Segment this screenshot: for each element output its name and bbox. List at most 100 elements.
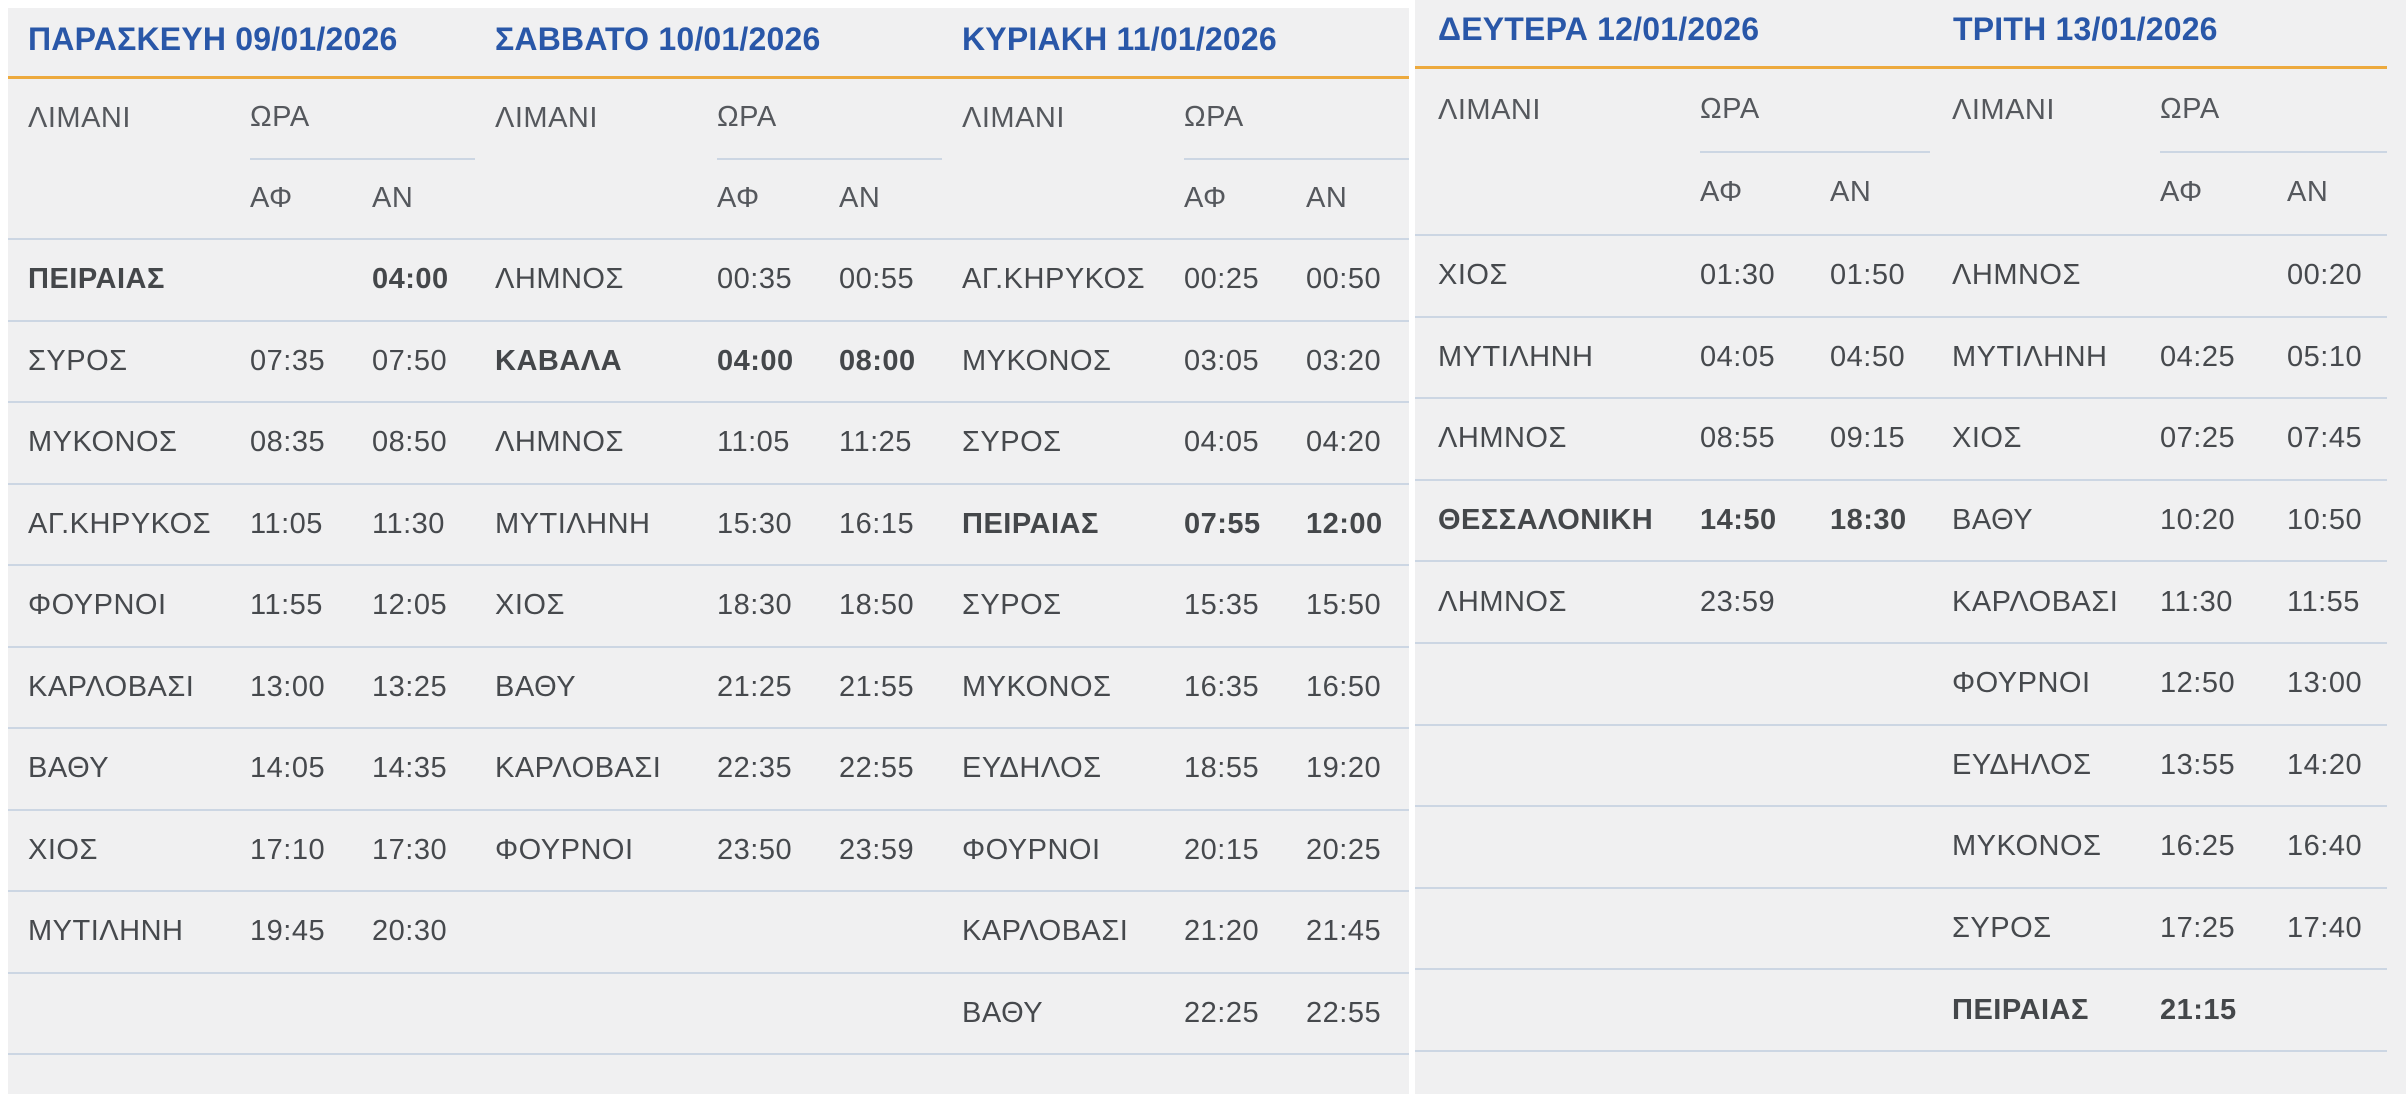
port-cell: ΜΥΤΙΛΗΝΗ [28, 915, 184, 948]
port-cell: ΚΑΒΑΛΑ [495, 344, 623, 377]
port-cell: ΣΥΡΟΣ [962, 426, 1062, 459]
departure-time: 11:55 [2287, 585, 2360, 618]
port-cell: ΚΑΡΛΟΒΑΣΙ [962, 915, 1129, 948]
time-header-span: ΩΡΑ [1700, 68, 1930, 153]
departure-time: 22:55 [1306, 996, 1382, 1029]
departure-time: 01:50 [1830, 259, 1906, 292]
day-title-row: ΣΑΒΒΑΤΟ 10/01/2026 [475, 8, 942, 76]
port-cell: ΜΥΚΟΝΟΣ [28, 426, 178, 459]
arrival-time: 18:55 [1184, 752, 1260, 785]
departure-time: 04:00 [372, 263, 449, 296]
day-panel: ΔΕΥΤΕΡΑ 12/01/2026 ΛΙΜΑΝΙ ΩΡΑ ΑΦ ΑΝ ΧΙΟΣ… [1415, 0, 1930, 1094]
arrival-time: 12:50 [2160, 667, 2236, 700]
arrival-time: 20:15 [1184, 833, 1260, 866]
header-row-2: ΑΦ ΑΝ [475, 159, 942, 239]
schedule-row [8, 974, 475, 1055]
day-title-row: ΚΥΡΙΑΚΗ 11/01/2026 [942, 8, 1409, 76]
schedule-row: ΜΥΚΟΝΟΣ 08:35 08:50 [8, 403, 475, 485]
departure-time: 19:20 [1306, 752, 1382, 785]
time-header: ΩΡΑ [250, 101, 310, 134]
schedule-group-left: ΠΑΡΑΣΚΕΥΗ 09/01/2026 ΛΙΜΑΝΙ ΩΡΑ ΑΦ ΑΝ ΠΕ… [8, 8, 1409, 1094]
port-cell: ΦΟΥΡΝΟΙ [962, 833, 1101, 866]
schedule-row: ΜΥΤΙΛΗΝΗ 04:05 04:50 [1415, 318, 1930, 400]
port-cell: ΛΗΜΝΟΣ [495, 426, 624, 459]
arrival-time: 22:25 [1184, 996, 1260, 1029]
schedule-row: ΛΗΜΝΟΣ 08:55 09:15 [1415, 399, 1930, 481]
port-cell: ΚΑΡΛΟΒΑΣΙ [1952, 585, 2119, 618]
departure-time: 11:30 [372, 507, 445, 540]
schedule-row [1415, 644, 1930, 726]
day-panel: ΚΥΡΙΑΚΗ 11/01/2026 ΛΙΜΑΝΙ ΩΡΑ ΑΦ ΑΝ ΑΓ.Κ… [942, 8, 1409, 1094]
arrival-time: 04:05 [1700, 340, 1776, 373]
header-rule [1930, 66, 2387, 69]
rows-container: ΑΓ.ΚΗΡΥΚΟΣ 00:25 00:50 ΜΥΚΟΝΟΣ 03:05 03:… [942, 240, 1409, 1055]
departure-header: ΑΝ [839, 181, 881, 214]
arrival-time: 11:05 [250, 507, 323, 540]
departure-time: 08:00 [839, 344, 916, 377]
time-header: ΩΡΑ [717, 101, 777, 134]
port-header: ΛΙΜΑΝΙ [28, 102, 131, 135]
schedule-row: ΑΓ.ΚΗΡΥΚΟΣ 00:25 00:50 [942, 240, 1409, 322]
port-cell: ΑΓ.ΚΗΡΥΚΟΣ [28, 507, 212, 540]
departure-time: 23:59 [839, 833, 915, 866]
port-header: ΛΙΜΑΝΙ [962, 102, 1065, 135]
port-header: ΛΙΜΑΝΙ [495, 102, 598, 135]
arrival-time: 17:25 [2160, 912, 2236, 945]
departure-time: 13:00 [2287, 667, 2363, 700]
schedule-row: ΘΕΣΣΑΛΟΝΙΚΗ 14:50 18:30 [1415, 481, 1930, 563]
schedule-row: ΣΥΡΟΣ 04:05 04:20 [942, 403, 1409, 485]
schedule-row: ΧΙΟΣ 07:25 07:45 [1930, 399, 2387, 481]
port-cell: ΒΑΘΥ [1952, 504, 2034, 537]
arrival-time: 11:55 [250, 589, 323, 622]
arrival-time: 16:25 [2160, 830, 2236, 863]
port-cell: ΜΥΚΟΝΟΣ [962, 344, 1112, 377]
departure-time: 14:35 [372, 752, 448, 785]
arrival-time: 07:35 [250, 344, 326, 377]
departure-time: 07:45 [2287, 422, 2363, 455]
schedule-row [475, 892, 942, 974]
port-cell: ΒΑΘΥ [495, 670, 577, 703]
port-cell: ΜΥΚΟΝΟΣ [962, 670, 1112, 703]
departure-time: 14:20 [2287, 748, 2363, 781]
port-cell: ΕΥΔΗΛΟΣ [962, 752, 1102, 785]
departure-time: 18:30 [1830, 504, 1907, 537]
port-cell: ΒΑΘΥ [962, 996, 1044, 1029]
arrival-header: ΑΦ [717, 181, 760, 214]
port-cell: ΛΗΜΝΟΣ [1438, 422, 1567, 455]
header-rule [475, 76, 942, 79]
departure-time: 16:40 [2287, 830, 2363, 863]
port-cell: ΣΥΡΟΣ [1952, 912, 2052, 945]
departure-time: 20:30 [372, 915, 448, 948]
schedule-row [1415, 970, 1930, 1052]
rows-container: ΧΙΟΣ 01:30 01:50 ΜΥΤΙΛΗΝΗ 04:05 04:50 ΛΗ… [1415, 236, 1930, 1052]
arrival-time: 07:55 [1184, 507, 1261, 540]
port-cell: ΚΑΡΛΟΒΑΣΙ [28, 670, 195, 703]
header-row-2: ΑΦ ΑΝ [8, 159, 475, 239]
header-rule [1415, 66, 1930, 69]
schedule-row [1415, 889, 1930, 971]
rows-container: ΠΕΙΡΑΙΑΣ 04:00 ΣΥΡΟΣ 07:35 07:50 ΜΥΚΟΝΟΣ… [8, 240, 475, 1055]
port-cell: ΦΟΥΡΝΟΙ [495, 833, 634, 866]
arrival-time: 08:55 [1700, 422, 1776, 455]
schedule-row: ΜΥΤΙΛΗΝΗ 04:25 05:10 [1930, 318, 2387, 400]
schedule-row: ΦΟΥΡΝΟΙ 20:15 20:25 [942, 811, 1409, 892]
arrival-time: 18:30 [717, 589, 793, 622]
departure-time: 16:50 [1306, 670, 1382, 703]
arrival-time: 00:25 [1184, 263, 1260, 296]
day-panel: ΠΑΡΑΣΚΕΥΗ 09/01/2026 ΛΙΜΑΝΙ ΩΡΑ ΑΦ ΑΝ ΠΕ… [8, 8, 475, 1094]
arrival-time: 04:05 [1184, 426, 1260, 459]
column-headers: ΛΙΜΑΝΙ ΩΡΑ ΑΦ ΑΝ [1930, 69, 2387, 236]
departure-header: ΑΝ [2287, 176, 2329, 209]
departure-time: 21:55 [839, 670, 915, 703]
departure-time: 10:50 [2287, 504, 2363, 537]
time-header-span: ΩΡΑ [2160, 68, 2387, 153]
day-title: ΣΑΒΒΑΤΟ 10/01/2026 [495, 21, 821, 57]
port-cell: ΧΙΟΣ [1438, 259, 1508, 292]
departure-time: 17:30 [372, 833, 448, 866]
schedule-row: ΦΟΥΡΝΟΙ 12:50 13:00 [1930, 644, 2387, 726]
departure-time: 18:50 [839, 589, 915, 622]
arrival-time: 07:25 [2160, 422, 2236, 455]
column-headers: ΛΙΜΑΝΙ ΩΡΑ ΑΦ ΑΝ [1415, 69, 1930, 236]
arrival-header: ΑΦ [2160, 176, 2203, 209]
schedule-row: ΧΙΟΣ 01:30 01:50 [1415, 236, 1930, 318]
